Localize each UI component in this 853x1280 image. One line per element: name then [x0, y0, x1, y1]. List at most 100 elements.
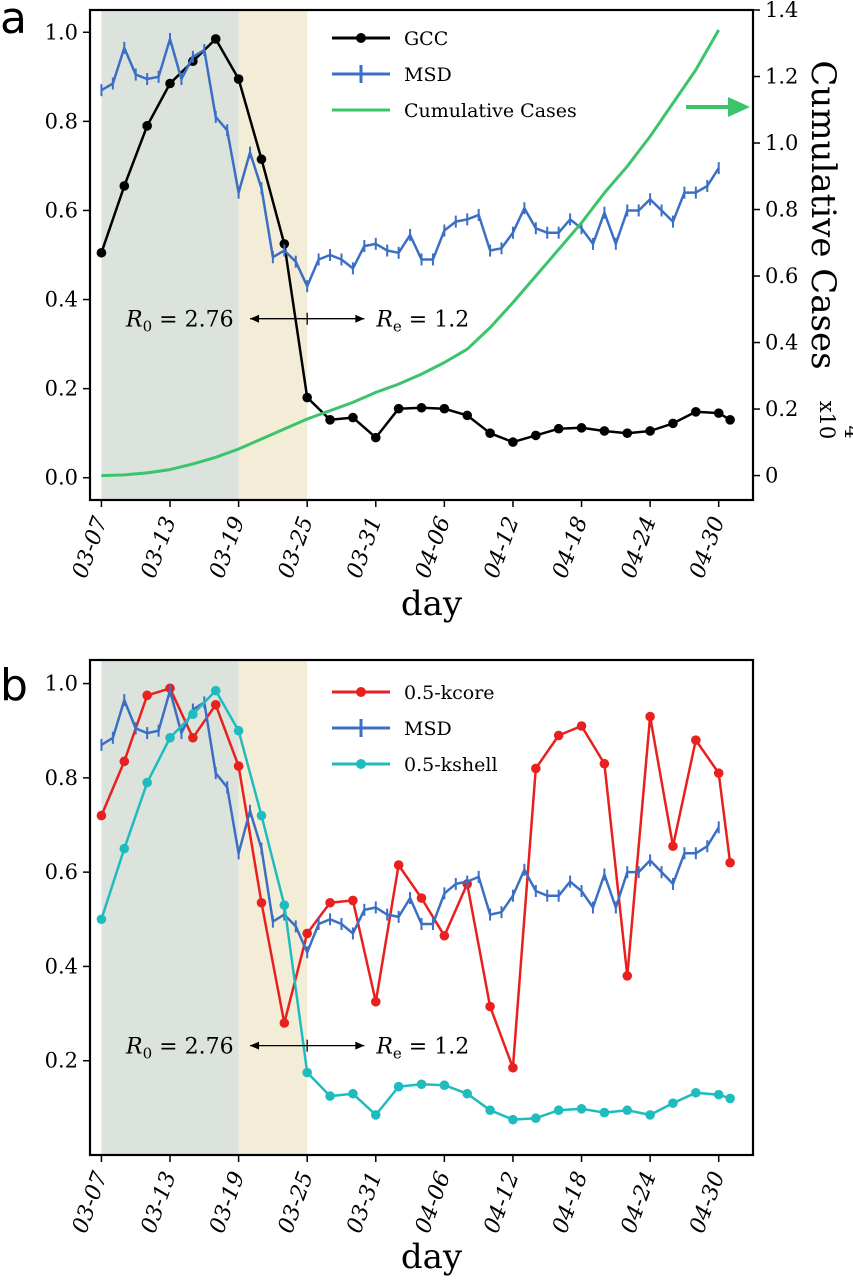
data-point — [553, 1105, 564, 1116]
y-tick-label: 0.6 — [45, 860, 78, 884]
data-point — [439, 1080, 450, 1091]
data-point — [348, 412, 358, 423]
data-point — [279, 239, 290, 249]
legend-marker — [356, 33, 366, 43]
legend-label: 0.5-kshell — [404, 754, 498, 776]
x-tick-label: 03-25 — [274, 1169, 319, 1237]
y2-tick-label: 0.2 — [765, 397, 798, 421]
data-point — [393, 860, 404, 870]
data-point — [508, 1062, 518, 1073]
data-point — [531, 430, 541, 441]
panel-letter-a: a — [0, 0, 27, 44]
annotation-arrowhead-right — [355, 314, 365, 323]
y2-tick-label: 0.4 — [765, 331, 798, 355]
data-point — [302, 392, 312, 403]
y-tick-label: 0.4 — [45, 288, 78, 312]
data-point — [233, 725, 244, 736]
x-tick-label: 03-31 — [342, 514, 387, 582]
plot-frame — [88, 658, 755, 1157]
data-point — [622, 1105, 633, 1116]
data-point — [439, 403, 450, 414]
x-tick-label: 03-07 — [68, 513, 113, 581]
r0-annotation: R0 = 2.76 — [125, 1035, 234, 1063]
data-point — [485, 428, 495, 438]
y-tick-label: 0.2 — [45, 1049, 78, 1073]
data-point — [645, 711, 655, 722]
y2-axis-label: Cumulative Cases — [803, 60, 843, 369]
data-point — [233, 761, 244, 771]
data-point — [725, 857, 735, 868]
shaded-region-0 — [101, 10, 239, 500]
y2-tick-label: 1.4 — [765, 0, 798, 22]
data-point — [416, 893, 427, 903]
y2-tick-label: 0.8 — [765, 198, 798, 222]
x-tick-label: 04-06 — [411, 513, 456, 581]
legend-label: MSD — [404, 718, 452, 740]
data-point — [165, 78, 175, 89]
y2-multiplier-exp: 4 — [840, 425, 853, 438]
x-tick-label: 03-19 — [205, 513, 250, 581]
data-point — [279, 900, 290, 910]
y-tick-label: 0.8 — [45, 109, 78, 133]
data-point — [462, 1088, 473, 1099]
x-tick-label: 04-18 — [548, 513, 593, 581]
data-point — [96, 914, 107, 925]
data-point — [96, 810, 107, 821]
data-point — [119, 756, 130, 767]
y-tick-label: 0.4 — [45, 954, 78, 978]
data-point — [348, 895, 358, 906]
x-tick-label: 04-18 — [548, 1168, 593, 1236]
data-point — [713, 768, 724, 778]
data-point — [416, 402, 427, 413]
data-point — [645, 426, 655, 436]
x-tick-label: 04-12 — [479, 514, 524, 582]
data-point — [279, 1018, 290, 1028]
y-tick-label: 1.0 — [45, 20, 78, 44]
annotation-arrowhead-left — [250, 1041, 260, 1050]
data-point — [553, 730, 564, 741]
legend-label: Cumulative Cases — [404, 100, 577, 122]
x-tick-label: 03-25 — [274, 514, 319, 582]
y-tick-label: 1.0 — [45, 672, 78, 696]
right-axis-pointer-arrowhead — [728, 97, 750, 117]
x-axis-label: day — [401, 584, 463, 624]
x-tick-label: 03-13 — [136, 1169, 181, 1237]
data-point — [713, 1089, 724, 1100]
data-point — [599, 1107, 610, 1118]
x-tick-label: 04-30 — [685, 513, 730, 581]
data-point — [599, 426, 610, 436]
data-point — [668, 841, 678, 852]
data-point — [393, 403, 404, 414]
data-point — [531, 763, 541, 774]
x-tick-label: 04-24 — [617, 514, 662, 582]
data-point — [645, 1110, 655, 1120]
x-tick-label: 03-31 — [342, 1169, 387, 1237]
legend-label: MSD — [404, 64, 452, 86]
data-point — [325, 897, 335, 908]
y2-tick-label: 1.0 — [765, 131, 798, 155]
data-point — [531, 1113, 541, 1124]
x-tick-label: 04-30 — [685, 1168, 730, 1236]
re-annotation: Re = 1.2 — [375, 308, 469, 336]
annotation-arrowhead-left — [250, 314, 260, 323]
legend-marker — [356, 759, 366, 769]
data-point — [576, 1104, 587, 1114]
data-point — [325, 415, 335, 425]
legend-label: GCC — [404, 28, 448, 50]
data-point — [508, 437, 518, 447]
data-point — [508, 1114, 518, 1125]
x-tick-label: 03-07 — [68, 1168, 113, 1236]
plot-frame — [88, 8, 755, 502]
data-point — [691, 407, 701, 417]
data-point — [725, 1093, 735, 1104]
panel-b: b 0.2 0.4 0.6 0.8 1.0 03-07 03-13 03-19 03-25 03-… — [0, 658, 755, 1277]
panel-a: a 0.0 0.2 0.4 0.6 0.8 1.0 0 0.2 0.4 0.6 0.8 1.0 1.2 1… — [0, 0, 853, 624]
y-tick-label: 0.6 — [45, 198, 78, 222]
data-point — [142, 690, 152, 701]
panel-letter-b: b — [0, 660, 28, 711]
y-tick-label: 0.2 — [45, 377, 78, 401]
y2-tick-label: 0 — [765, 464, 778, 488]
data-point — [416, 1079, 427, 1090]
data-point — [188, 709, 198, 720]
